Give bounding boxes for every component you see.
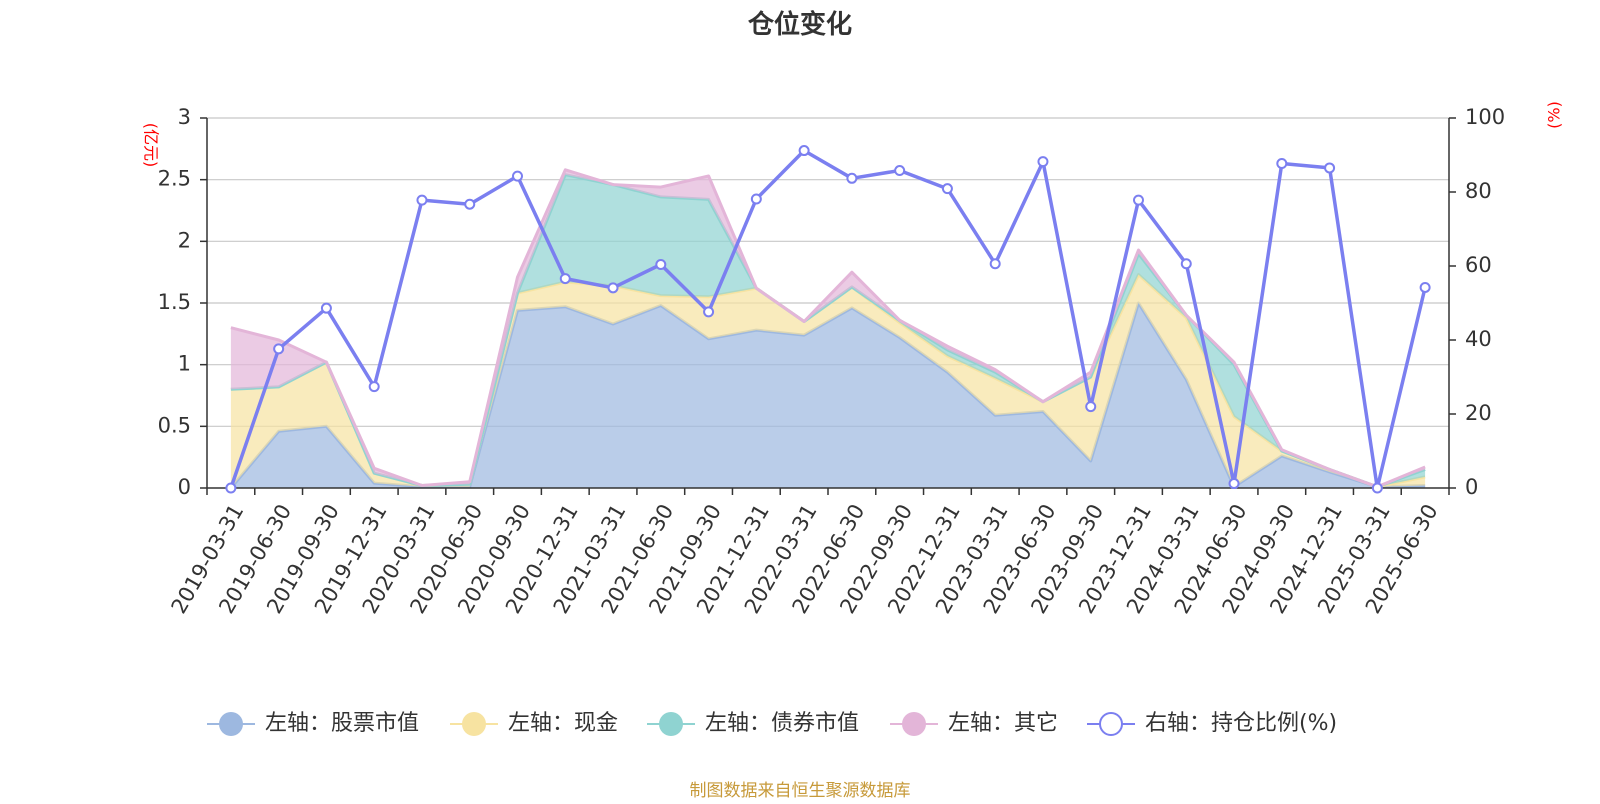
ratio-point [1228,478,1240,490]
legend-item[interactable]: 左轴：现金 [450,711,618,736]
area-series-cash [230,274,1426,488]
ratio-point [703,306,715,318]
ratio-point [368,381,380,393]
ratio-point [464,198,476,210]
ratio-point [1133,194,1144,206]
legend-label: 左轴：债券市值 [705,711,859,736]
legend-symbol-dot [219,712,243,736]
right-axis-tick-label: 20 [1465,401,1492,425]
ratio-point [1276,158,1288,170]
ratio-point [512,170,523,182]
legend-label: 左轴：现金 [508,711,618,736]
right-axis-unit: (%) [1545,101,1564,129]
stacked-areas [229,168,1426,489]
area-series-stock [230,303,1426,488]
legend-symbol-dot [462,712,486,736]
chart-title: 仓位变化 [747,9,852,40]
legend-symbol-dot [659,712,683,736]
ratio-point [607,282,619,294]
ratio-point [416,194,428,206]
legend-symbol-dot [1099,712,1123,736]
legend-label: 右轴：持仓比例(%) [1145,711,1337,736]
left-axis-tick-label: 3 [178,105,191,129]
left-axis-tick-label: 0 [178,475,191,499]
area-edge-other [230,168,1426,489]
left-axis-tick-label: 2.5 [158,167,191,191]
ratio-point [1371,482,1383,494]
left-axis-tick-label: 1 [178,352,191,376]
legend-item[interactable]: 右轴：持仓比例(%) [1087,711,1337,736]
legend-label: 左轴：其它 [948,711,1058,736]
ratio-point [655,259,667,271]
ratio-point [941,183,953,195]
ratio-point [989,258,1001,270]
legend-item[interactable]: 左轴：股票市值 [207,711,419,736]
ratio-point [273,343,285,355]
left-axis-unit: (亿元) [142,123,161,168]
legend-item[interactable]: 左轴：债券市值 [647,711,859,736]
legend: 左轴：股票市值 左轴：现金 左轴：债券市值 左轴：其它 右轴：持仓比例(%) [207,711,1337,736]
ratio-point [559,273,571,285]
left-axis-tick-label: 1.5 [158,290,191,314]
ratio-line [229,148,1427,490]
data-source-note: 制图数据来自恒生聚源数据库 [690,781,911,800]
ratio-point [1324,162,1336,174]
ratio-point [1085,401,1097,413]
ratio-point [750,193,762,205]
right-axis-tick-label: 100 [1465,105,1505,129]
ratio-point [1180,258,1192,270]
left-axis-tick-label: 0.5 [158,413,191,437]
ratio-point [225,482,237,494]
ratio-point [894,165,906,177]
right-axis-tick-label: 80 [1465,179,1492,203]
ratio-point [798,145,810,157]
legend-item[interactable]: 左轴：其它 [890,711,1058,736]
ratio-line-layer [225,145,1431,494]
ratio-point [1037,156,1049,168]
right-axis-tick-label: 60 [1465,253,1492,277]
ratio-point [1419,281,1431,293]
legend-symbol-dot [902,712,926,736]
left-axis-tick-label: 2 [178,228,191,252]
ratio-point [846,172,858,184]
legend-label: 左轴：股票市值 [265,711,419,736]
right-axis-tick-label: 40 [1465,327,1492,351]
right-axis-tick-label: 0 [1465,475,1478,499]
ratio-point [320,302,332,314]
